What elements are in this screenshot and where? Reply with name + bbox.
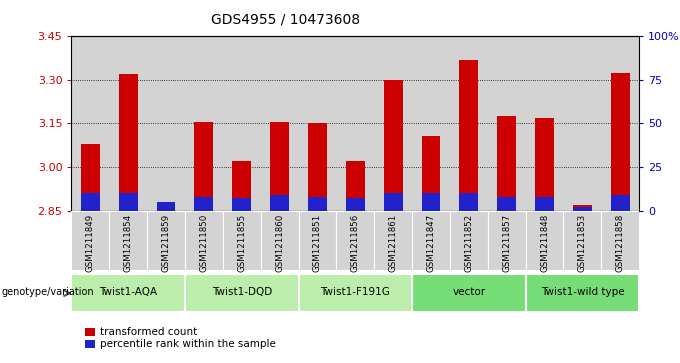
Text: GSM1211855: GSM1211855 [237, 213, 246, 272]
Bar [308, 197, 327, 211]
Bar [450, 211, 488, 270]
Text: GSM1211861: GSM1211861 [389, 213, 398, 272]
Text: transformed count: transformed count [100, 327, 197, 337]
Bar [109, 36, 147, 211]
Bar [460, 60, 478, 211]
Bar [147, 211, 185, 270]
Text: GSM1211849: GSM1211849 [86, 213, 95, 272]
Text: percentile rank within the sample: percentile rank within the sample [100, 339, 276, 349]
Text: GSM1211858: GSM1211858 [616, 213, 625, 272]
Bar [260, 36, 299, 211]
Bar [601, 36, 639, 211]
Bar [119, 193, 137, 211]
Bar [611, 195, 630, 211]
Text: vector: vector [452, 287, 486, 297]
Bar [497, 116, 516, 211]
Bar [488, 36, 526, 211]
Bar [488, 211, 526, 270]
Text: GSM1211851: GSM1211851 [313, 213, 322, 272]
Bar [337, 36, 374, 211]
Bar [233, 161, 251, 211]
Bar [337, 211, 374, 270]
Bar [384, 193, 403, 211]
Bar [601, 211, 639, 270]
Bar [233, 198, 251, 211]
Bar [81, 144, 100, 211]
Bar [564, 211, 601, 270]
Bar [109, 211, 147, 270]
Bar [223, 211, 260, 270]
Text: Twist1-F191G: Twist1-F191G [320, 287, 390, 297]
Bar [573, 207, 592, 211]
Text: GSM1211857: GSM1211857 [503, 213, 511, 272]
Bar [384, 80, 403, 211]
Bar [422, 193, 441, 211]
Bar [346, 198, 364, 211]
Bar [412, 274, 526, 312]
Bar [71, 211, 109, 270]
Bar [308, 123, 327, 211]
Bar [260, 211, 299, 270]
Text: GSM1211859: GSM1211859 [162, 213, 171, 272]
Bar [526, 274, 639, 312]
Bar [147, 36, 185, 211]
Bar [535, 118, 554, 211]
Bar [270, 195, 289, 211]
Bar [611, 73, 630, 211]
Bar [185, 36, 223, 211]
Text: GSM1211850: GSM1211850 [199, 213, 208, 272]
Bar [412, 36, 450, 211]
Bar [156, 203, 175, 211]
Bar [497, 197, 516, 211]
Bar [185, 274, 299, 312]
Bar [270, 122, 289, 211]
Bar [71, 36, 109, 211]
Bar [346, 161, 364, 211]
Bar [299, 211, 337, 270]
Text: GSM1211848: GSM1211848 [540, 213, 549, 272]
Bar [422, 136, 441, 211]
Text: Twist1-wild type: Twist1-wild type [541, 287, 624, 297]
Bar [194, 122, 214, 211]
Bar [185, 211, 223, 270]
Text: GSM1211856: GSM1211856 [351, 213, 360, 272]
Text: genotype/variation: genotype/variation [1, 287, 94, 297]
Bar [526, 211, 564, 270]
Text: Twist1-DQD: Twist1-DQD [211, 287, 272, 297]
Bar [450, 36, 488, 211]
Bar [460, 193, 478, 211]
Text: GSM1211852: GSM1211852 [464, 213, 473, 272]
Bar [71, 274, 185, 312]
Bar [299, 36, 337, 211]
Bar [573, 205, 592, 211]
Bar [412, 211, 450, 270]
Text: GSM1211847: GSM1211847 [426, 213, 435, 272]
Bar [156, 202, 175, 211]
Text: GSM1211853: GSM1211853 [578, 213, 587, 272]
Bar [564, 36, 601, 211]
Text: GDS4955 / 10473608: GDS4955 / 10473608 [211, 13, 360, 27]
Bar [119, 74, 137, 211]
Bar [374, 36, 412, 211]
Bar [526, 36, 564, 211]
Bar [535, 197, 554, 211]
Bar [194, 197, 214, 211]
Text: GSM1211860: GSM1211860 [275, 213, 284, 272]
Text: GSM1211854: GSM1211854 [124, 213, 133, 272]
Bar [299, 274, 412, 312]
Bar [223, 36, 260, 211]
Bar [81, 193, 100, 211]
Bar [374, 211, 412, 270]
Text: Twist1-AQA: Twist1-AQA [99, 287, 157, 297]
